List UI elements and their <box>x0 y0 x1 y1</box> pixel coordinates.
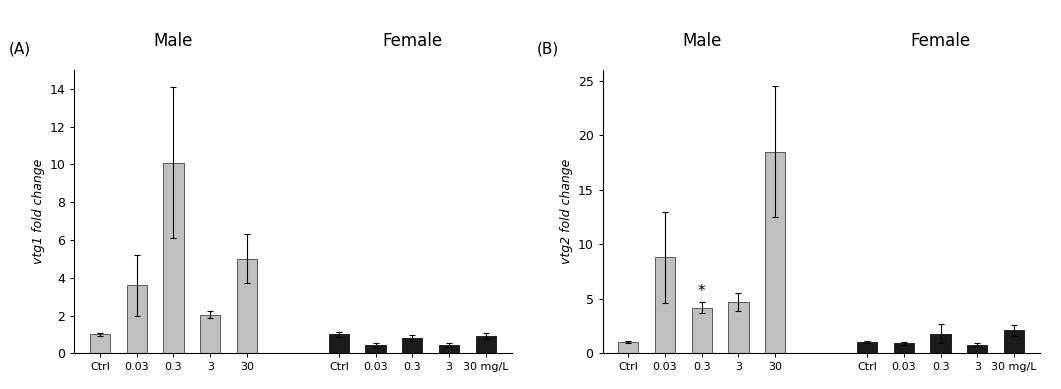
Bar <box>365 345 385 353</box>
Bar <box>619 342 639 353</box>
Bar <box>329 335 349 353</box>
Bar <box>968 345 988 353</box>
Bar <box>163 163 184 353</box>
Text: Male: Male <box>682 32 721 50</box>
Bar <box>729 302 749 353</box>
Bar <box>126 285 146 353</box>
Bar <box>692 308 712 353</box>
Text: Male: Male <box>154 32 193 50</box>
Bar <box>1004 330 1024 353</box>
Text: Female: Female <box>382 32 442 50</box>
Bar <box>90 335 110 353</box>
Y-axis label: vtg1 fold change: vtg1 fold change <box>32 159 46 265</box>
Text: (A): (A) <box>8 42 31 57</box>
Bar <box>765 152 785 353</box>
Bar <box>930 334 951 353</box>
Text: *: * <box>698 284 706 299</box>
Text: (B): (B) <box>537 42 559 57</box>
Bar <box>402 338 422 353</box>
Bar <box>475 336 495 353</box>
Bar <box>857 342 877 353</box>
Bar <box>893 343 914 353</box>
Bar <box>201 315 221 353</box>
Bar <box>439 345 459 353</box>
Text: Female: Female <box>910 32 971 50</box>
Y-axis label: vtg2 fold change: vtg2 fold change <box>560 159 574 265</box>
Bar <box>237 259 257 353</box>
Bar <box>655 258 675 353</box>
